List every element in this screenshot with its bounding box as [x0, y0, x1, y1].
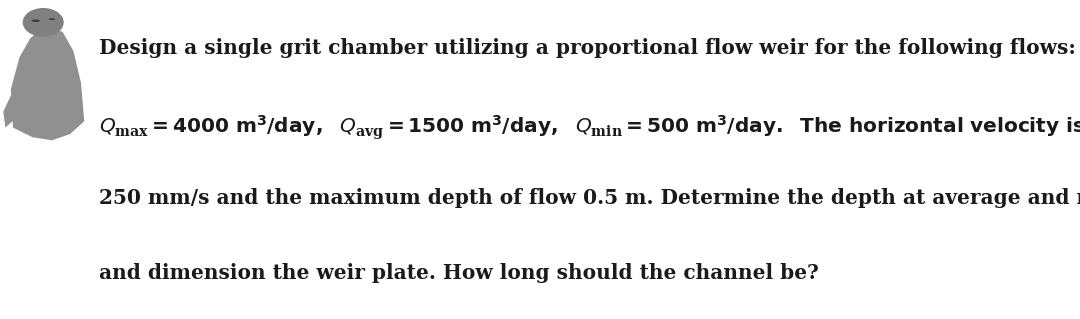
Circle shape	[49, 18, 55, 20]
Circle shape	[31, 19, 40, 22]
Text: and dimension the weir plate. How long should the channel be?: and dimension the weir plate. How long s…	[99, 263, 819, 283]
Ellipse shape	[23, 8, 64, 37]
Text: $\mathit{Q}_{\mathregular{max}}$$\mathbf{ = 4000\ m^{3}/day,\ \ }$$\mathit{Q}_{\: $\mathit{Q}_{\mathregular{max}}$$\mathbf…	[99, 113, 1080, 142]
Text: Design a single grit chamber utilizing a proportional flow weir for the followin: Design a single grit chamber utilizing a…	[99, 38, 1077, 58]
Text: 250 mm/s and the maximum depth of flow 0.5 m. Determine the depth at average and: 250 mm/s and the maximum depth of flow 0…	[99, 188, 1080, 208]
Polygon shape	[3, 89, 19, 128]
Polygon shape	[11, 26, 84, 140]
